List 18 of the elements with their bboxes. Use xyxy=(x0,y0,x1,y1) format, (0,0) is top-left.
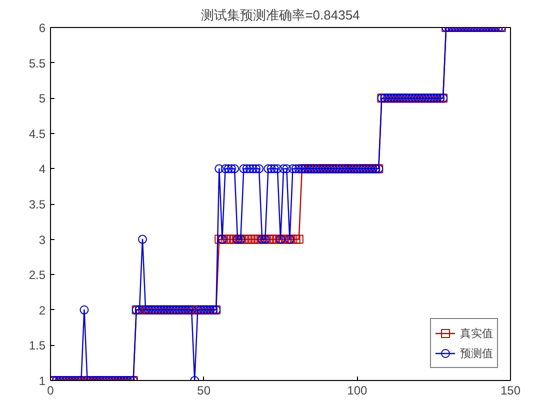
y-tick-label: 3.5 xyxy=(28,198,46,212)
y-tick-label: 4 xyxy=(38,162,46,176)
y-tick-label: 5.5 xyxy=(28,56,46,70)
x-tick-label: 0 xyxy=(47,384,54,398)
x-tick-label: 50 xyxy=(197,384,211,398)
y-tick-label: 6 xyxy=(38,21,46,35)
y-tick-label: 2 xyxy=(38,303,46,318)
legend-label: 真实值 xyxy=(460,326,493,340)
y-tick-label: 1.5 xyxy=(28,338,46,353)
legend-label: 预测值 xyxy=(460,346,493,360)
chart-title: 测试集预测准确率=0.84354 xyxy=(201,8,360,22)
y-tick-label: 3 xyxy=(38,232,46,247)
y-tick-label: 4.5 xyxy=(28,126,46,141)
x-tick-label: 100 xyxy=(347,384,368,398)
y-tick-label: 1 xyxy=(38,374,46,388)
y-tick-label: 5 xyxy=(38,92,46,106)
y-tick-label: 2.5 xyxy=(28,268,46,282)
x-tick-label: 150 xyxy=(500,384,521,398)
